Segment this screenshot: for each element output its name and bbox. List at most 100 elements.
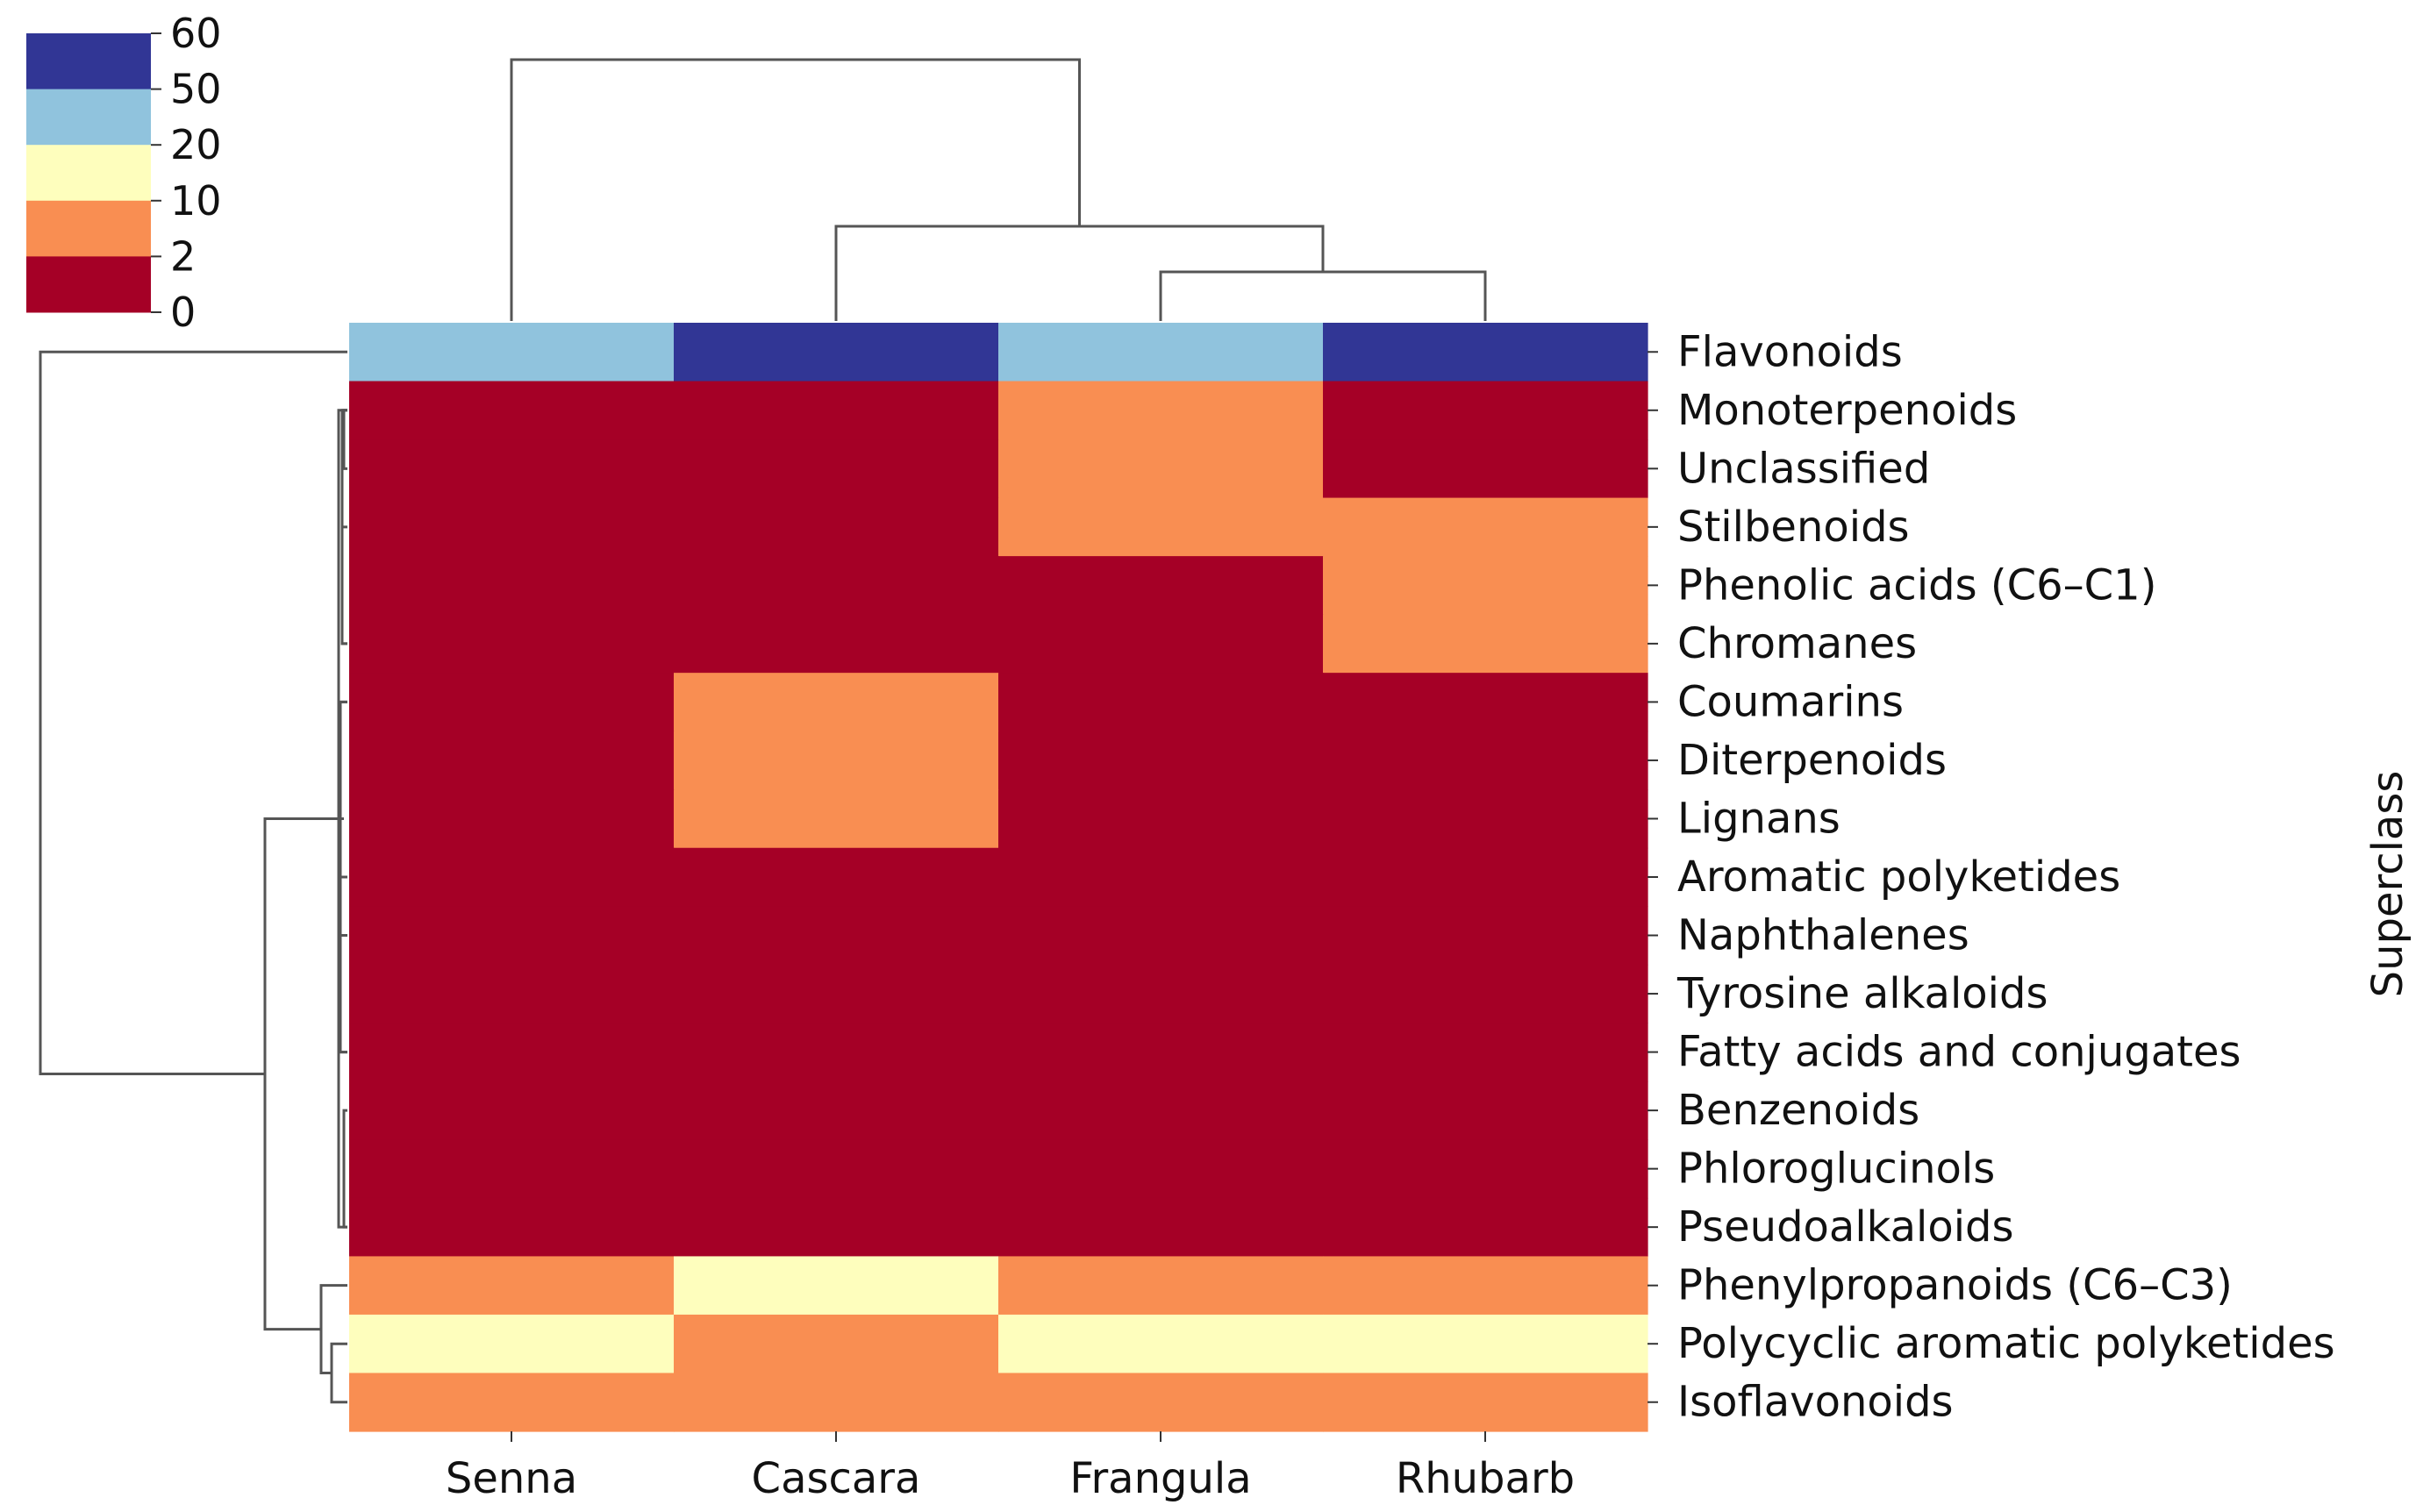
heatmap-cell	[1323, 789, 1648, 849]
heatmap-cell	[1323, 1139, 1648, 1199]
column-label: Frangula	[1069, 1454, 1251, 1503]
heatmap-cell	[674, 1314, 999, 1374]
dendrogram-link	[39, 350, 347, 1076]
heatmap-cell	[674, 323, 999, 382]
heatmap-cell	[998, 847, 1324, 907]
column-tick-labels: Senna Cascara Frangula Rhubarb	[446, 1431, 1575, 1503]
heatmap-cell	[1323, 614, 1648, 674]
heatmap-cell	[1323, 964, 1648, 1023]
heatmap-cell	[1323, 439, 1648, 499]
heatmap-cell	[349, 439, 675, 499]
row-label: Diterpenoids	[1677, 736, 1947, 785]
dendrogram-link	[263, 817, 344, 1331]
heatmap-cell	[998, 439, 1324, 499]
heatmap-cells	[349, 323, 1648, 1432]
row-label: Coumarins	[1677, 677, 1904, 726]
dendrogram-link	[337, 409, 347, 1229]
row-label: Monoterpenoids	[1677, 386, 2017, 435]
heatmap-cell	[1323, 1256, 1648, 1316]
row-label: Phenolic acids (C6–C1)	[1677, 560, 2156, 610]
colorbar-segment	[26, 33, 151, 90]
heatmap-cell	[1323, 906, 1648, 966]
dendrogram-link	[510, 58, 1081, 321]
dendrogram-link	[834, 225, 1325, 321]
heatmap-cell	[349, 1373, 675, 1432]
y-axis-title: Superclass	[2363, 771, 2412, 998]
heatmap-cell	[674, 789, 999, 849]
heatmap-cell	[349, 789, 675, 849]
heatmap-cell	[349, 497, 675, 557]
heatmap-cell	[674, 497, 999, 557]
row-label: Stilbenoids	[1677, 503, 1910, 552]
heatmap-cell	[674, 964, 999, 1023]
colorbar-segment	[26, 256, 151, 313]
heatmap-cell	[349, 1139, 675, 1199]
heatmap-cell	[1323, 556, 1648, 616]
heatmap-cell	[674, 556, 999, 616]
heatmap-cell	[998, 964, 1324, 1023]
heatmap-cell	[349, 731, 675, 790]
column-label: Rhubarb	[1396, 1454, 1575, 1503]
colorbar-tick-label: 60	[170, 10, 222, 57]
heatmap-cell	[674, 381, 999, 440]
row-label: Aromatic polyketides	[1677, 852, 2120, 902]
heatmap-cell	[998, 789, 1324, 849]
heatmap-cell	[349, 1197, 675, 1258]
heatmap-cell	[349, 1314, 675, 1374]
heatmap-cell	[1323, 497, 1648, 557]
heatmap-cell	[674, 731, 999, 790]
heatmap-cell	[674, 1256, 999, 1316]
dendrogram-link	[330, 1342, 347, 1404]
row-label: Phenylpropanoids (C6–C3)	[1677, 1261, 2233, 1310]
heatmap-cell	[349, 673, 675, 732]
row-tick-labels: Flavonoids Monoterpenoids Unclassified Stil…	[1647, 327, 2335, 1427]
colorbar-tick-label: 10	[170, 177, 222, 225]
heatmap-cell	[674, 1197, 999, 1258]
colorbar-tick-label: 0	[170, 289, 196, 336]
row-label: Flavonoids	[1677, 327, 1903, 376]
heatmap-cell	[349, 614, 675, 674]
heatmap-cell	[349, 847, 675, 907]
row-label: Polycyclic aromatic polyketides	[1677, 1319, 2335, 1368]
heatmap-cell	[1323, 323, 1648, 382]
row-label: Benzenoids	[1677, 1086, 1919, 1135]
heatmap-cell	[674, 439, 999, 499]
dendrogram-link	[339, 700, 347, 1054]
colorbar-segment	[26, 145, 151, 202]
column-label: Senna	[446, 1454, 577, 1503]
heatmap-cell	[998, 381, 1324, 440]
colorbar-segment	[26, 200, 151, 257]
heatmap-cell	[998, 1314, 1324, 1374]
heatmap-cell	[1323, 381, 1648, 440]
heatmap-cell	[1323, 847, 1648, 907]
heatmap-cell	[1323, 1314, 1648, 1374]
heatmap-cell	[1323, 1081, 1648, 1140]
heatmap-cell	[1323, 673, 1648, 732]
dendrogram-link	[1159, 270, 1487, 321]
heatmap-cell	[349, 964, 675, 1023]
column-label: Cascara	[752, 1454, 921, 1503]
heatmap-cell	[998, 614, 1324, 674]
heatmap-cell	[674, 673, 999, 732]
heatmap-cell	[998, 1256, 1324, 1316]
heatmap-cell	[349, 556, 675, 616]
heatmap-cell	[1323, 1373, 1648, 1432]
heatmap-cell	[674, 1373, 999, 1432]
heatmap-cell	[998, 1023, 1324, 1082]
heatmap-cell	[998, 731, 1324, 790]
heatmap-cell	[349, 381, 675, 440]
row-label: Chromanes	[1677, 619, 1917, 668]
heatmap-cell	[998, 497, 1324, 557]
colorbar-tick-label: 20	[170, 121, 222, 168]
row-label: Pseudoalkaloids	[1677, 1202, 2014, 1252]
heatmap-cell	[349, 1256, 675, 1316]
heatmap-cell	[1323, 1197, 1648, 1258]
row-label: Isoflavonoids	[1677, 1378, 1954, 1427]
heatmap-cell	[674, 847, 999, 907]
heatmap-cell	[998, 1139, 1324, 1199]
heatmap-cell	[1323, 731, 1648, 790]
heatmap-cell	[998, 1197, 1324, 1258]
row-dendrogram	[39, 350, 347, 1404]
colorbar-segment	[26, 89, 151, 146]
